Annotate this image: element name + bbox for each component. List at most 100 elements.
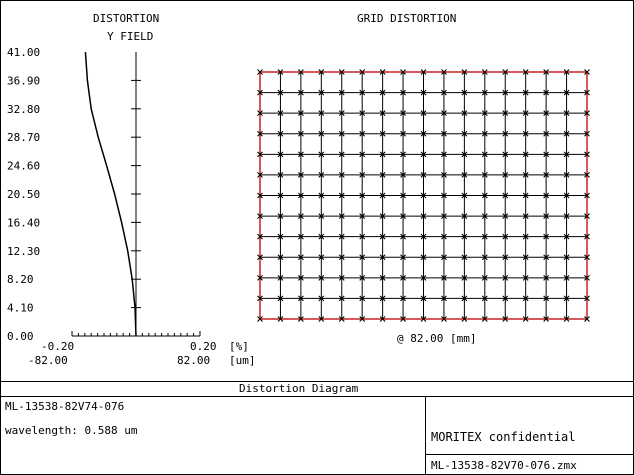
grid-point-marker xyxy=(257,89,263,96)
grid-point-marker xyxy=(379,69,386,75)
grid-point-marker xyxy=(257,254,263,261)
grid-point-marker xyxy=(379,213,386,219)
x-unit-percent: [%] xyxy=(229,340,249,353)
grid-point-marker xyxy=(359,233,366,240)
grid-point-marker xyxy=(502,274,509,281)
grid-point-marker xyxy=(359,110,366,117)
grid-point-marker xyxy=(400,130,406,137)
grid-point-marker xyxy=(543,213,550,219)
y-tick-label: 16.40 xyxy=(7,216,40,229)
grid-point-marker xyxy=(400,192,406,199)
grid-point-marker xyxy=(297,151,304,158)
distortion-title: DISTORTION xyxy=(93,12,160,25)
grid-point-marker xyxy=(441,213,447,219)
grid-point-marker xyxy=(338,130,345,137)
grid-point-marker xyxy=(297,110,304,117)
wavelength: wavelength: 0.588 um xyxy=(5,424,138,437)
grid-point-marker xyxy=(379,89,386,96)
grid-point-marker xyxy=(277,151,284,158)
grid-point-marker xyxy=(502,172,509,178)
grid-point-marker xyxy=(277,316,284,322)
grid-point-marker xyxy=(563,295,570,302)
file-name: ML-13538-82V70-076.zmx xyxy=(431,459,577,472)
grid-point-marker xyxy=(379,151,386,158)
plot-canvas: 41.00 36.90 32.80 28.70 24.60 20.50 16.40 12.30… xyxy=(7,46,590,343)
grid-point-marker xyxy=(359,254,366,261)
grid-point-marker xyxy=(359,295,366,302)
grid-point-marker xyxy=(257,213,263,219)
grid-point-marker xyxy=(297,172,304,178)
grid-point-marker xyxy=(461,295,468,302)
grid-point-marker xyxy=(379,274,386,281)
grid-point-marker xyxy=(441,110,447,117)
grid-point-marker xyxy=(522,316,529,322)
grid-point-marker xyxy=(563,192,570,199)
grid-point-marker xyxy=(461,213,468,219)
grid-point-marker xyxy=(400,274,406,281)
grid-point-marker xyxy=(543,295,550,302)
grid-point-marker xyxy=(543,110,550,117)
grid-point-marker xyxy=(461,89,468,96)
grid-point-marker xyxy=(277,172,284,178)
grid-point-marker xyxy=(400,316,406,322)
grid-point-marker xyxy=(461,172,468,178)
grid-point-marker xyxy=(318,192,325,199)
grid-point-marker xyxy=(441,192,447,199)
grid-point-marker xyxy=(563,130,570,137)
grid-point-marker xyxy=(441,89,447,96)
grid-point-marker xyxy=(420,274,427,281)
grid-point-marker xyxy=(502,89,509,96)
y-tick-label: 4.10 xyxy=(7,302,34,315)
grid-point-marker xyxy=(563,213,570,219)
grid-point-marker xyxy=(277,89,284,96)
grid-point-marker xyxy=(277,110,284,117)
grid-point-marker xyxy=(318,213,325,219)
grid-point-marker xyxy=(420,151,427,158)
grid-point-marker xyxy=(400,254,406,261)
distortion-curve xyxy=(84,51,137,337)
grid-point-marker xyxy=(502,316,509,322)
grid-point-marker xyxy=(502,151,509,158)
grid-point-marker xyxy=(277,295,284,302)
grid-point-marker xyxy=(420,172,427,178)
grid-point-marker xyxy=(338,69,345,75)
grid-point-marker xyxy=(502,130,509,137)
grid-point-marker xyxy=(400,172,406,178)
grid-point-marker xyxy=(441,316,447,322)
grid-point-marker xyxy=(420,233,427,240)
grid-point-marker xyxy=(359,172,366,178)
grid-point-marker xyxy=(481,89,488,96)
grid-point-marker xyxy=(297,295,304,302)
grid-point-marker xyxy=(522,233,529,240)
grid-point-marker xyxy=(297,274,304,281)
grid-point-marker xyxy=(481,316,488,322)
grid-point-marker xyxy=(481,192,488,199)
grid-point-marker xyxy=(359,213,366,219)
grid-point-marker xyxy=(257,151,263,158)
grid-point-marker xyxy=(481,274,488,281)
grid-point-marker xyxy=(277,274,284,281)
grid-point-marker xyxy=(379,172,386,178)
grid-point-marker xyxy=(277,254,284,261)
grid-point-marker xyxy=(481,151,488,158)
grid-point-marker xyxy=(441,172,447,178)
grid-point-marker xyxy=(461,233,468,240)
grid-point-marker xyxy=(338,151,345,158)
grid-point-marker xyxy=(522,192,529,199)
grid-point-marker xyxy=(522,110,529,117)
grid-point-marker xyxy=(461,316,468,322)
grid-point-marker xyxy=(461,151,468,158)
grid-point-marker xyxy=(338,172,345,178)
grid-point-marker xyxy=(461,192,468,199)
table-top-border xyxy=(1,381,633,382)
grid-distortion-title: GRID DISTORTION xyxy=(357,12,457,25)
grid-point-marker xyxy=(400,295,406,302)
grid-point-marker xyxy=(441,151,447,158)
grid-point-marker xyxy=(522,254,529,261)
grid-point-marker xyxy=(400,89,406,96)
grid-point-marker xyxy=(461,254,468,261)
grid-point-marker xyxy=(522,295,529,302)
grid-point-marker xyxy=(359,89,366,96)
grid-point-marker xyxy=(257,110,263,117)
distortion-subtitle: Y FIELD xyxy=(107,30,154,43)
